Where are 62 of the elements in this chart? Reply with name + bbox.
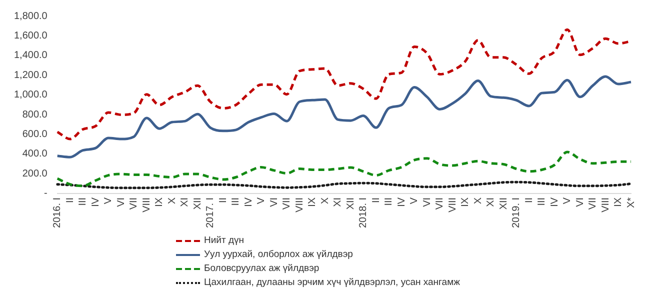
x-tick-label: III — [384, 197, 395, 206]
legend-label: Уул уурхай, олборлох аж үйлдвэр — [204, 248, 353, 262]
x-tick-label: VI — [574, 197, 586, 207]
y-tick-label: 400.0 — [22, 148, 48, 160]
x-tick-label: IV — [243, 197, 254, 207]
x-tick-label: II — [370, 197, 382, 203]
x-tick-label: II — [218, 197, 229, 203]
x-tick-label: VIII — [294, 197, 306, 212]
x-tick-label: VIII — [141, 197, 152, 212]
y-tick-label: 200.0 — [22, 168, 48, 180]
x-tick-label: XII — [498, 197, 510, 210]
x-tick-label: II — [64, 197, 76, 203]
legend-label: Нийт дүн — [204, 234, 244, 248]
x-tick-label: VI — [116, 197, 127, 207]
x-tick-label: IX — [460, 197, 472, 207]
y-tick-label: 800.0 — [22, 109, 48, 120]
line-series — [56, 75, 632, 158]
x-tick-label: II — [524, 197, 535, 203]
x-tick-label: VII — [282, 197, 293, 210]
legend-label: Цахилгаан, дулааны эрчим хүч үйлдвэрлэл, усан хангамж — [204, 276, 460, 290]
x-tick-label: V — [103, 197, 114, 204]
x-tick-label: IX — [307, 197, 318, 207]
x-tick-label: III — [78, 197, 89, 206]
x-tick-label: VII — [128, 197, 140, 210]
line-series — [56, 150, 632, 188]
x-tick-label: 2018. I — [358, 197, 370, 228]
x-tick-label: X — [320, 197, 331, 204]
x-tick-label: 2017. I — [205, 197, 216, 228]
x-tick-label: XI — [332, 197, 344, 207]
x-tick-label: IV — [90, 197, 102, 207]
x-tick-label: 2016. I — [52, 197, 64, 228]
legend-label: Боловсруулах аж үйлдвэр — [204, 262, 320, 276]
x-tick-label: XI — [180, 197, 191, 207]
x-tick-label: X — [166, 197, 178, 204]
y-tick-label: 600.0 — [22, 129, 48, 140]
x-tick-label: IV — [396, 197, 408, 207]
x-tick-label: VIII — [600, 197, 612, 212]
x-tick-label: IX — [613, 197, 624, 207]
x-tick-label: IX — [154, 197, 166, 207]
y-tick-label: 1,200.0 — [14, 70, 48, 81]
y-tick-label: 1,400.0 — [14, 50, 48, 62]
x-tick-label: XI — [486, 197, 497, 207]
x-tick-label: VIII — [447, 197, 458, 212]
y-tick-label: 1,000.0 — [14, 90, 48, 101]
x-tick-label: V — [409, 197, 420, 204]
x-tick-label: VI — [268, 197, 280, 207]
x-tick-label: IV — [549, 197, 560, 207]
x-tick-label: X — [472, 197, 484, 204]
x-tick-label: X* — [626, 197, 637, 208]
y-tick-label: 1,800.0 — [14, 10, 48, 22]
x-tick-label: V — [256, 197, 268, 204]
x-tick-label: VII — [434, 197, 446, 210]
y-tick-label: - — [44, 188, 48, 200]
x-tick-label: VI — [422, 197, 433, 207]
x-tick-label: XII — [192, 197, 204, 210]
x-tick-label: VII — [588, 197, 599, 210]
x-tick-label: XII — [345, 197, 356, 210]
x-tick-label: V — [562, 197, 574, 204]
x-tick-label: III — [536, 197, 548, 206]
y-tick-label: 1,600.0 — [14, 30, 48, 42]
x-tick-label: 2019. I — [511, 197, 522, 228]
x-tick-label: III — [230, 197, 242, 206]
